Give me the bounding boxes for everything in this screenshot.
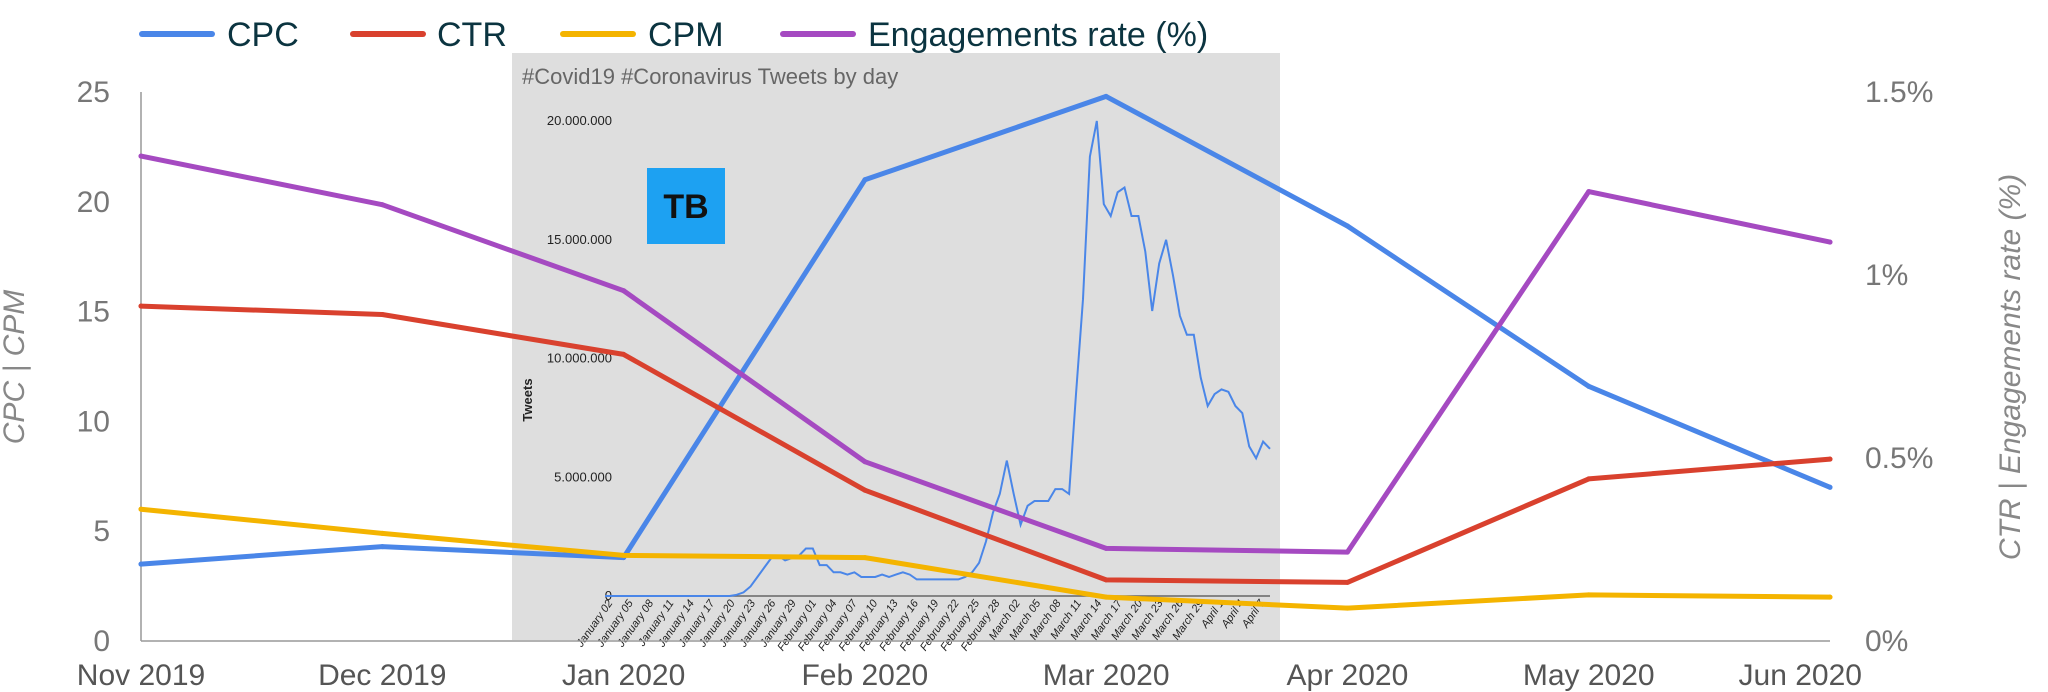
legend-label-cpm: CPM <box>648 16 724 54</box>
point-engagements-rate-jan-2020 <box>621 288 627 294</box>
x-tick-jun-2020: Jun 2020 <box>1739 659 1862 692</box>
point-cpm-jun-2020 <box>1827 594 1833 600</box>
right-tick-0-5: 0.5% <box>1865 442 1933 475</box>
legend-item-cpm[interactable]: CPM <box>560 16 724 54</box>
point-ctr-feb-2020 <box>862 487 868 493</box>
point-engagements-rate-feb-2020 <box>862 459 868 465</box>
tb-logo-box <box>647 168 725 244</box>
x-tick-apr-2020: Apr 2020 <box>1287 659 1409 692</box>
left-axis-ticks: 0 5 10 15 20 25 <box>77 76 110 658</box>
x-tick-feb-2020: Feb 2020 <box>801 659 928 692</box>
left-tick-10: 10 <box>77 405 110 438</box>
legend: CPC CTR CPM Engagements rate (%) <box>139 16 1208 54</box>
point-cpc-apr-2020 <box>1344 223 1350 229</box>
point-cpc-may-2020 <box>1586 383 1592 389</box>
tb-logo: TB <box>647 168 725 244</box>
inset-title: #Covid19 #Coronavirus Tweets by day <box>522 64 898 89</box>
point-cpm-nov-2019 <box>138 506 144 512</box>
point-cpm-apr-2020 <box>1344 605 1350 611</box>
point-cpc-nov-2019 <box>138 561 144 567</box>
series-line-cpm <box>138 506 1833 611</box>
point-cpc-mar-2020 <box>1103 93 1109 99</box>
point-engagements-rate-nov-2019 <box>138 153 144 159</box>
point-cpc-feb-2020 <box>862 177 868 183</box>
point-engagements-rate-may-2020 <box>1586 189 1592 195</box>
series-line-engagements-rate <box>138 153 1833 555</box>
point-engagements-rate-apr-2020 <box>1344 549 1350 555</box>
right-tick-1: 1% <box>1865 259 1908 292</box>
point-cpm-feb-2020 <box>862 555 868 561</box>
point-ctr-dec-2019 <box>379 312 385 317</box>
inset-y-tick-5-000-000: 5.000.000 <box>554 469 612 484</box>
inset-y-tick-20-000-000: 20.000.000 <box>547 113 612 128</box>
point-engagements-rate-mar-2020 <box>1103 545 1109 551</box>
x-tick-mar-2020: Mar 2020 <box>1043 659 1170 692</box>
inset-y-axis-title: Tweets <box>520 378 535 421</box>
left-tick-0: 0 <box>93 625 110 658</box>
x-tick-may-2020: May 2020 <box>1523 659 1655 692</box>
tb-logo-text: TB <box>663 188 708 226</box>
series-line-ctr <box>138 303 1833 585</box>
point-cpm-may-2020 <box>1586 592 1592 598</box>
inset-y-tick-10-000-000: 10.000.000 <box>547 351 612 366</box>
inset-tweets-chart: #Covid19 #Coronavirus Tweets by day Twee… <box>512 53 1280 653</box>
x-tick-jan-2020: Jan 2020 <box>562 659 685 692</box>
left-tick-5: 5 <box>93 515 110 548</box>
inset-series-line-tweets <box>605 120 1271 597</box>
point-engagements-rate-dec-2019 <box>379 202 385 208</box>
point-cpc-dec-2019 <box>379 544 385 550</box>
legend-item-cpc[interactable]: CPC <box>139 16 299 54</box>
point-ctr-jun-2020 <box>1827 456 1833 462</box>
left-tick-20: 20 <box>77 186 110 219</box>
legend-item-ctr[interactable]: CTR <box>350 16 507 54</box>
series-line-cpc <box>138 93 1833 567</box>
point-cpm-dec-2019 <box>379 530 385 536</box>
point-ctr-nov-2019 <box>138 303 144 309</box>
left-axis-title: CPC | CPM <box>0 290 31 444</box>
left-tick-15: 15 <box>77 296 110 329</box>
legend-label-ctr: CTR <box>437 16 507 54</box>
right-tick-1-5: 1.5% <box>1865 76 1933 109</box>
point-ctr-mar-2020 <box>1103 577 1109 583</box>
x-tick-dec-2019: Dec 2019 <box>318 659 446 692</box>
point-cpm-mar-2020 <box>1103 594 1109 600</box>
legend-label-cpc: CPC <box>227 16 299 54</box>
point-cpc-jun-2020 <box>1827 484 1833 490</box>
inset-background <box>512 53 1280 640</box>
point-ctr-apr-2020 <box>1344 579 1350 585</box>
series-lines <box>138 93 1833 611</box>
left-tick-25: 25 <box>77 76 110 109</box>
point-cpm-jan-2020 <box>621 552 627 558</box>
x-axis-ticks: Nov 2019 Dec 2019 Jan 2020 Feb 2020 Mar 2020… <box>77 659 1862 692</box>
inset-y-tick-15-000-000: 15.000.000 <box>547 232 612 247</box>
x-tick-nov-2019: Nov 2019 <box>77 659 205 692</box>
point-ctr-may-2020 <box>1586 476 1592 482</box>
point-engagements-rate-jun-2020 <box>1827 239 1833 245</box>
right-tick-0: 0% <box>1865 625 1908 658</box>
legend-item-engagements-rate[interactable]: Engagements rate (%) <box>780 16 1208 54</box>
point-ctr-jan-2020 <box>621 351 627 357</box>
right-axis-ticks: 0% 0.5% 1% 1.5% <box>1865 76 1933 658</box>
right-axis-title: CTR | Engagements rate (%) <box>1994 174 2027 560</box>
legend-label-engagements-rate: Engagements rate (%) <box>868 16 1208 54</box>
